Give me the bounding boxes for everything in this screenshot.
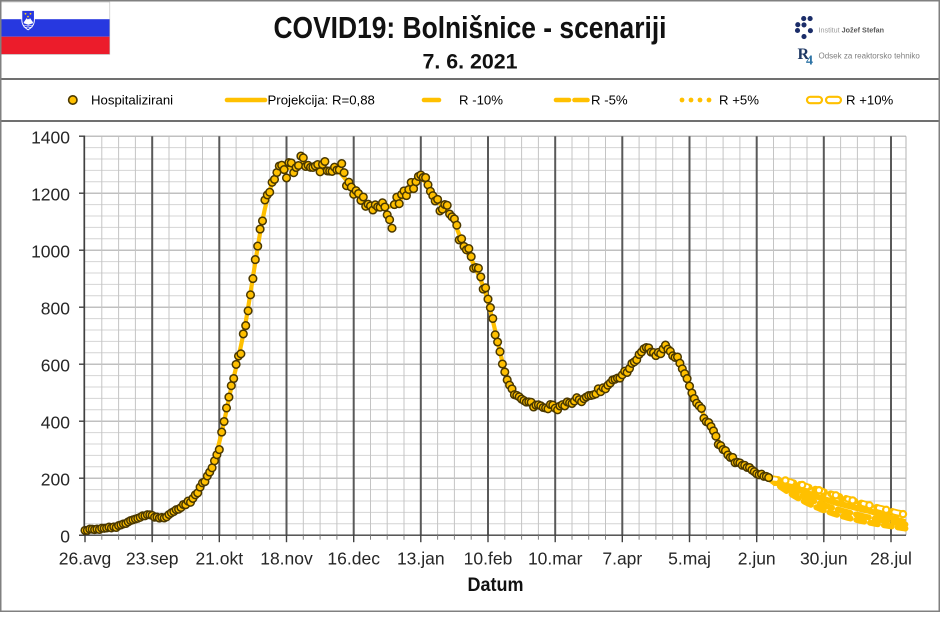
svg-text:18.nov: 18.nov <box>260 549 313 569</box>
svg-text:Odsek za reaktorsko tehniko: Odsek za reaktorsko tehniko <box>819 52 921 61</box>
svg-text:23.sep: 23.sep <box>126 549 179 569</box>
svg-text:1000: 1000 <box>31 242 70 262</box>
svg-text:0: 0 <box>60 527 70 547</box>
svg-text:4: 4 <box>806 54 813 69</box>
svg-text:1200: 1200 <box>31 185 70 205</box>
svg-text:Datum: Datum <box>468 575 524 596</box>
svg-text:200: 200 <box>41 470 70 490</box>
svg-text:7. 6. 2021: 7. 6. 2021 <box>423 50 518 74</box>
svg-text:10.mar: 10.mar <box>528 549 583 569</box>
svg-text:600: 600 <box>41 356 70 376</box>
svg-text:COVID19: Bolnišnice - scenarij: COVID19: Bolnišnice - scenariji <box>274 11 667 45</box>
svg-text:1400: 1400 <box>31 128 70 148</box>
svg-text:5.maj: 5.maj <box>668 549 711 569</box>
svg-text:R -10%: R -10% <box>459 93 503 108</box>
svg-text:13.jan: 13.jan <box>397 549 445 569</box>
svg-text:26.avg: 26.avg <box>59 549 112 569</box>
svg-text:30.jun: 30.jun <box>800 549 848 569</box>
svg-text:Projekcija: R=0,88: Projekcija: R=0,88 <box>268 93 375 108</box>
svg-text:R +10%: R +10% <box>846 93 894 108</box>
svg-text:R -5%: R -5% <box>591 93 628 108</box>
svg-text:7.apr: 7.apr <box>602 549 642 569</box>
svg-text:Institut Jožef Stefan: Institut Jožef Stefan <box>819 26 885 35</box>
svg-text:R +5%: R +5% <box>719 93 759 108</box>
svg-text:Hospitalizirani: Hospitalizirani <box>91 93 173 108</box>
svg-text:16.dec: 16.dec <box>327 549 380 569</box>
svg-text:10.feb: 10.feb <box>464 549 513 569</box>
svg-text:400: 400 <box>41 413 70 433</box>
svg-text:2.jun: 2.jun <box>738 549 776 569</box>
svg-text:21.okt: 21.okt <box>195 549 243 569</box>
svg-text:800: 800 <box>41 299 70 319</box>
svg-text:R: R <box>798 46 810 63</box>
svg-text:28.jul: 28.jul <box>870 549 912 569</box>
